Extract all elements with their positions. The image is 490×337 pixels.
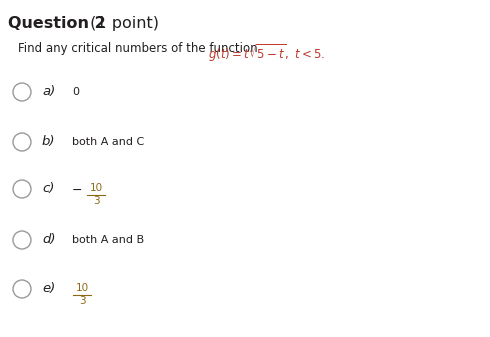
Text: Question 2: Question 2 — [8, 16, 106, 31]
Text: −: − — [72, 184, 82, 196]
Text: 10: 10 — [90, 183, 102, 193]
Text: a): a) — [42, 85, 55, 98]
Text: c): c) — [42, 182, 54, 195]
Text: (1 point): (1 point) — [85, 16, 159, 31]
Text: e): e) — [42, 282, 55, 295]
Text: 3: 3 — [93, 196, 99, 206]
Text: 3: 3 — [79, 296, 85, 306]
Text: d): d) — [42, 233, 55, 246]
Text: 0: 0 — [72, 87, 79, 97]
Text: Find any critical numbers of the function: Find any critical numbers of the functio… — [18, 42, 261, 55]
Text: b): b) — [42, 135, 55, 148]
Text: both A and C: both A and C — [72, 137, 144, 147]
Text: $g(t) = t\sqrt{5-t},\ t < 5.$: $g(t) = t\sqrt{5-t},\ t < 5.$ — [208, 42, 325, 64]
Text: 10: 10 — [75, 283, 89, 293]
Text: both A and B: both A and B — [72, 235, 144, 245]
